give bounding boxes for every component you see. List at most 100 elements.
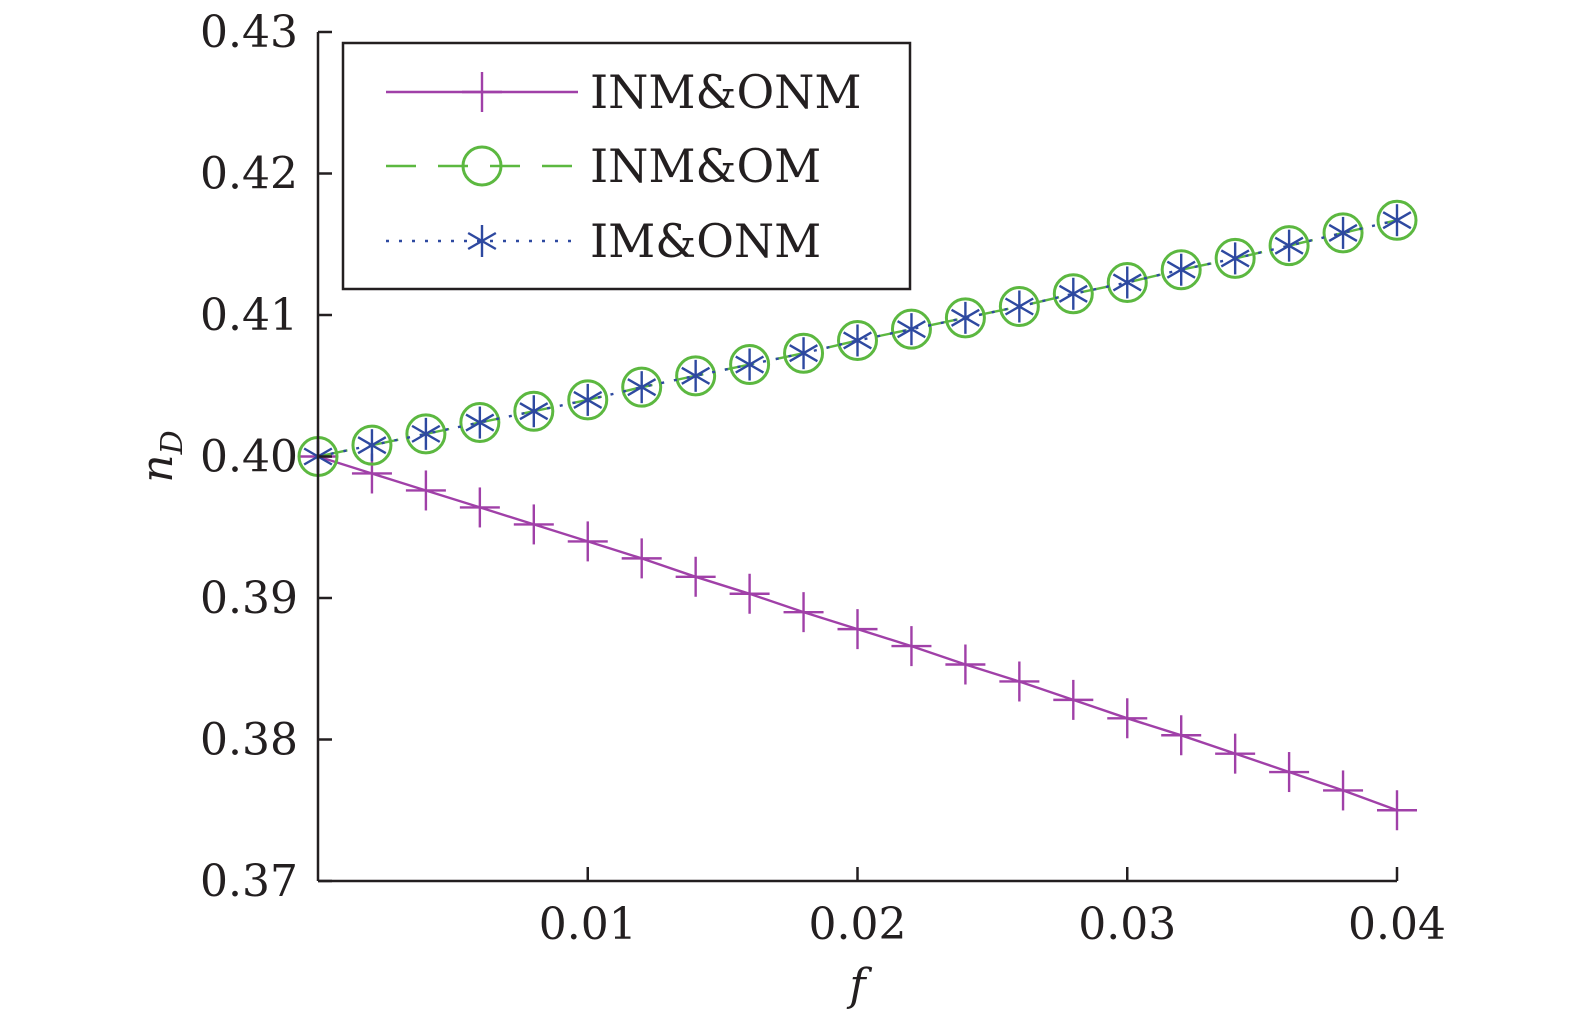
data-point	[513, 504, 554, 545]
data-point	[1214, 237, 1256, 279]
data-point-mark	[729, 344, 771, 386]
data-point	[729, 573, 770, 614]
axes: 0.370.380.390.400.410.420.43 0.01 0.02 0.0…	[200, 7, 1446, 950]
data-point-mark	[950, 308, 980, 327]
legend-entry: INM&ONM	[386, 65, 862, 119]
data-point	[465, 406, 495, 439]
data-point	[459, 487, 500, 528]
x-axis-ticks: 0.01 0.02 0.03 0.04	[539, 867, 1446, 950]
data-point-mark	[573, 390, 603, 409]
data-point-mark	[1328, 223, 1358, 242]
data-point	[1004, 290, 1034, 323]
legend-label: IM&ONM	[590, 214, 821, 268]
data-point	[1323, 770, 1364, 811]
y-tick-label: 0.43	[200, 7, 298, 58]
y-axis-label-subscript: D	[155, 430, 190, 455]
data-point	[513, 390, 555, 432]
legend-label: INM&OM	[590, 139, 821, 193]
data-point	[837, 609, 878, 650]
data-point	[681, 359, 711, 392]
data-point	[1161, 715, 1202, 756]
legend-marker	[467, 231, 497, 251]
data-point-mark	[1220, 249, 1250, 268]
data-point-mark	[459, 402, 501, 444]
data-point	[1166, 253, 1196, 286]
data-point	[999, 661, 1040, 702]
y-tick-label: 0.42	[200, 149, 298, 200]
data-point-mark	[896, 320, 926, 339]
y-axis-ticks: 0.37 0.38 0.39 0.40 0.41 0.42 0.43	[200, 7, 332, 907]
data-point	[998, 286, 1040, 328]
data-point	[843, 324, 872, 357]
data-point	[1382, 204, 1412, 237]
data-point	[675, 556, 716, 597]
data-point	[789, 337, 819, 370]
series-line	[317, 219, 1398, 458]
data-point	[1053, 679, 1094, 720]
data-point	[945, 644, 986, 685]
data-point	[627, 371, 657, 404]
legend: INM&ONM INM&OM IM&ONM	[341, 41, 912, 291]
y-axis-label: nD	[132, 430, 190, 482]
data-point	[567, 379, 609, 421]
data-point-mark	[405, 413, 447, 455]
data-point	[1112, 266, 1142, 299]
data-point-mark	[675, 355, 717, 397]
data-point	[950, 301, 980, 334]
data-point	[896, 313, 926, 346]
data-point	[1215, 733, 1256, 774]
data-point-mark	[1382, 211, 1412, 230]
data-point	[1160, 249, 1202, 291]
data-point	[1220, 242, 1250, 275]
data-point	[729, 344, 771, 386]
data-point-mark	[837, 319, 878, 361]
y-tick-label: 0.37	[200, 856, 298, 907]
data-point-mark	[1160, 249, 1202, 291]
data-point	[1376, 199, 1418, 241]
data-point-mark	[627, 378, 657, 397]
data-point	[405, 413, 447, 455]
data-point-mark	[890, 308, 932, 350]
data-point	[675, 355, 717, 397]
data-point-mark	[357, 436, 387, 455]
plot-area	[297, 199, 1418, 831]
data-point	[1106, 261, 1148, 303]
data-point	[1107, 698, 1148, 739]
data-point-mark	[783, 332, 825, 374]
data-point	[837, 319, 878, 361]
data-point	[357, 429, 387, 462]
x-tick-label: 0.02	[809, 899, 907, 950]
data-point	[459, 402, 501, 444]
data-point-mark	[351, 424, 393, 466]
series-2	[303, 204, 1412, 473]
data-point-mark	[735, 355, 765, 374]
data-point	[891, 626, 932, 667]
data-point	[1052, 273, 1094, 315]
data-point	[1377, 790, 1417, 831]
data-point	[890, 308, 932, 350]
data-point	[411, 417, 441, 450]
data-point	[567, 521, 608, 562]
data-point-mark	[843, 331, 872, 350]
x-tick-label: 0.03	[1078, 899, 1176, 950]
data-point-mark	[681, 366, 711, 385]
data-point-mark	[465, 413, 495, 432]
y-axis-label-main: n	[132, 454, 183, 482]
data-point-mark	[944, 297, 986, 339]
data-point	[573, 383, 603, 416]
x-tick-label: 0.04	[1348, 899, 1446, 950]
legend-label: INM&ONM	[590, 65, 862, 119]
data-point	[783, 592, 824, 633]
data-point	[351, 424, 393, 466]
data-point	[621, 366, 663, 408]
data-point	[1269, 752, 1310, 793]
data-point-mark	[998, 286, 1040, 328]
data-point-mark	[411, 424, 441, 443]
data-point	[944, 297, 986, 339]
data-point-mark	[621, 366, 663, 408]
y-tick-label: 0.41	[200, 290, 298, 341]
x-tick-label: 0.01	[539, 899, 637, 950]
y-tick-label: 0.40	[200, 432, 298, 483]
data-point	[735, 348, 765, 381]
